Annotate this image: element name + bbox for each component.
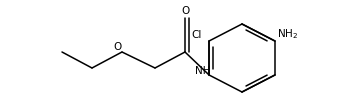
Text: O: O [113, 42, 121, 52]
Text: O: O [181, 6, 189, 16]
Text: NH: NH [195, 65, 211, 75]
Text: NH$_2$: NH$_2$ [277, 28, 298, 41]
Text: Cl: Cl [191, 30, 202, 40]
